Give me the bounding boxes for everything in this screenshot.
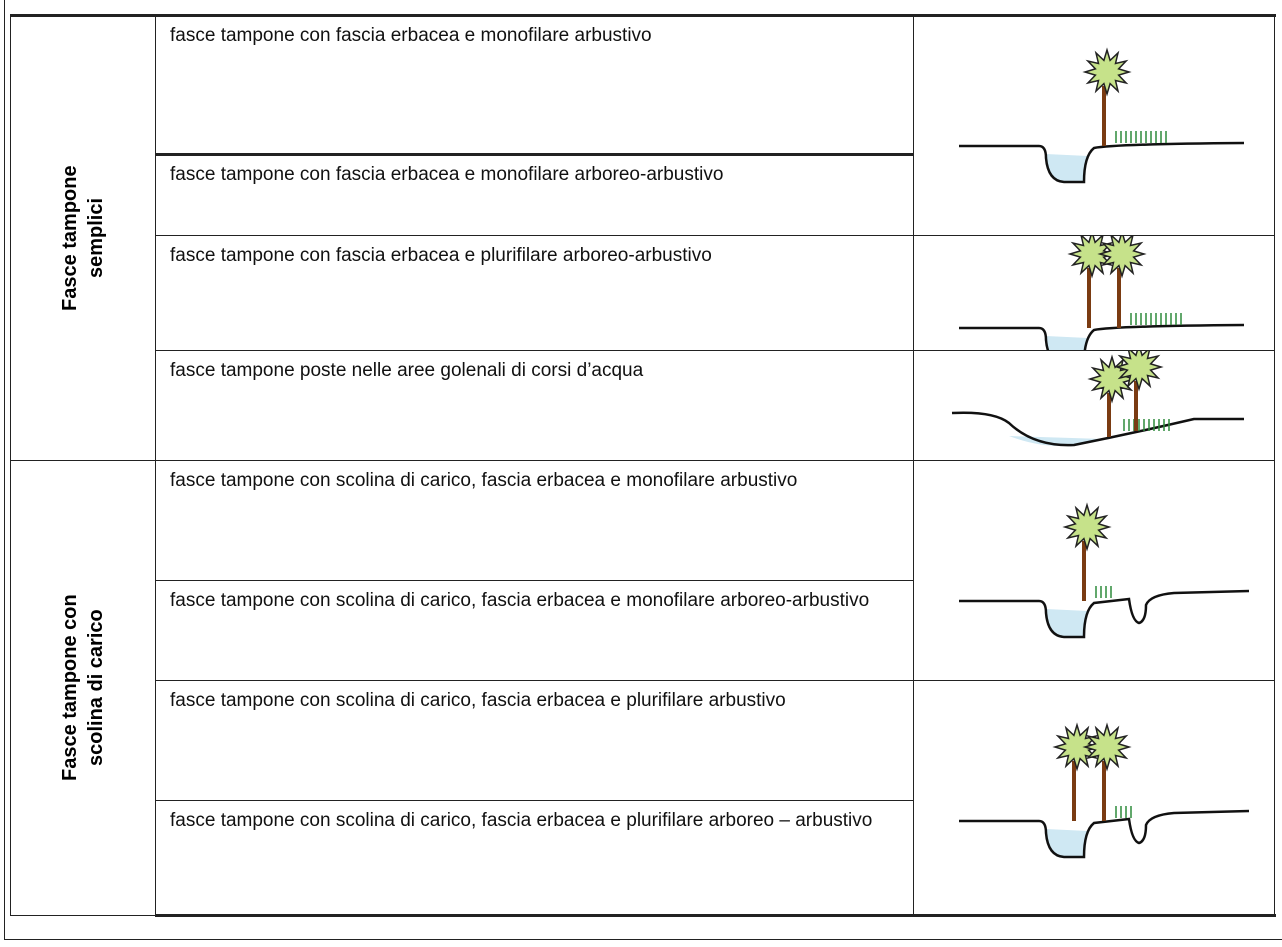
image-cell bbox=[913, 235, 1275, 351]
ground bbox=[959, 809, 1250, 859]
ground bbox=[951, 411, 1244, 447]
row-cell: fasce tampone con scolina di carico, fas… bbox=[155, 580, 914, 681]
image-cell bbox=[913, 460, 1275, 681]
page-bottom-rule bbox=[4, 939, 1282, 940]
tree-crown bbox=[1052, 722, 1102, 772]
illustration bbox=[959, 502, 1250, 639]
illustration bbox=[951, 351, 1244, 447]
group-cell: Fasce tampone con scolina di carico bbox=[10, 460, 156, 916]
row-cell: fasce tampone con scolina di carico, fas… bbox=[155, 460, 914, 581]
image-cell bbox=[913, 680, 1275, 916]
row-cell: fasce tampone con fascia erbacea e pluri… bbox=[155, 235, 914, 351]
water bbox=[1046, 154, 1088, 182]
water bbox=[1046, 829, 1088, 857]
water bbox=[1046, 609, 1088, 637]
tree-crown bbox=[1097, 236, 1147, 279]
illustration bbox=[959, 47, 1245, 184]
image-cell bbox=[913, 15, 1275, 236]
tree-crown bbox=[1062, 502, 1112, 552]
row-cell: fasce tampone poste nelle aree golenali … bbox=[155, 350, 914, 461]
illustration bbox=[959, 236, 1245, 350]
tree-crown bbox=[1114, 351, 1164, 392]
table-top-rule bbox=[10, 14, 1276, 17]
water bbox=[1046, 336, 1088, 350]
tree-crown bbox=[1082, 47, 1132, 97]
ground bbox=[959, 323, 1245, 350]
row-cell: fasce tampone con fascia erbacea e monof… bbox=[155, 154, 914, 236]
illustration bbox=[959, 722, 1250, 859]
ground bbox=[959, 141, 1245, 184]
tree-crown bbox=[1082, 722, 1132, 772]
group-label: Fasce tampone con scolina di carico bbox=[59, 594, 107, 782]
row-cell: fasce tampone con scolina di carico, fas… bbox=[155, 680, 914, 801]
group-cell: Fasce tampone semplici bbox=[10, 15, 156, 461]
image-cell bbox=[913, 350, 1275, 461]
table-bottom-rule bbox=[155, 914, 1276, 917]
row-cell: fasce tampone con fascia erbacea e monof… bbox=[155, 15, 914, 156]
page-left-rule bbox=[4, 0, 5, 940]
group-label: Fasce tampone semplici bbox=[59, 165, 107, 311]
tree-crown bbox=[1067, 236, 1117, 279]
row-cell: fasce tampone con scolina di carico, fas… bbox=[155, 800, 914, 916]
ground bbox=[959, 589, 1250, 639]
